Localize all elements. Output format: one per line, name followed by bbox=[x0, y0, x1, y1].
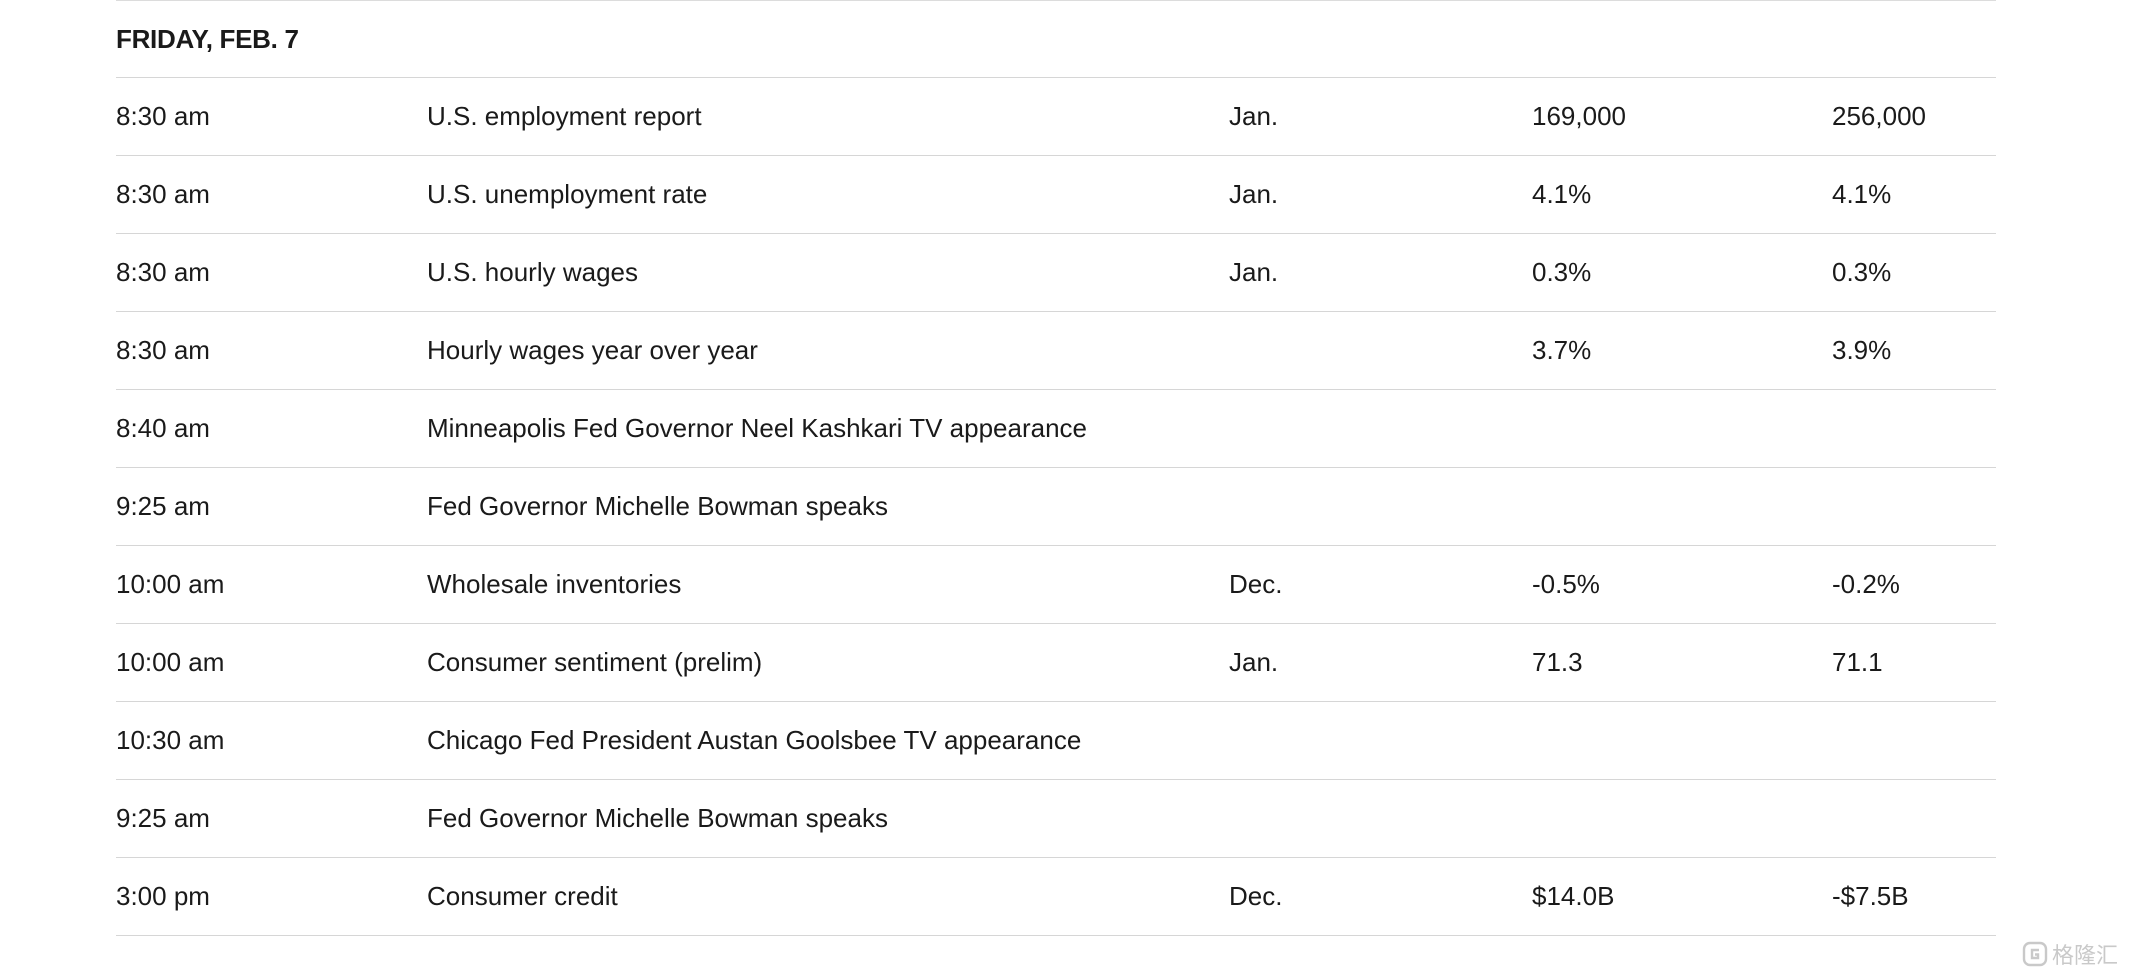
event-time: 8:40 am bbox=[116, 413, 210, 443]
economic-calendar: FRIDAY, FEB. 7 8:30 am U.S. employment re… bbox=[116, 0, 1996, 936]
table-row: 3:00 pm Consumer credit Dec. $14.0B -$7.5B bbox=[116, 858, 1996, 936]
event-report: Fed Governor Michelle Bowman speaks bbox=[427, 491, 888, 521]
event-period: Jan. bbox=[1229, 179, 1279, 209]
event-time: 8:30 am bbox=[116, 335, 210, 365]
event-previous: 0.3% bbox=[1832, 257, 1892, 287]
event-time: 10:00 am bbox=[116, 569, 225, 599]
event-time: 10:30 am bbox=[116, 725, 225, 755]
table-row: 10:30 am Chicago Fed President Austan Goo… bbox=[116, 702, 1996, 780]
event-median-forecast: 0.3% bbox=[1532, 257, 1592, 287]
event-report: U.S. hourly wages bbox=[427, 257, 638, 287]
event-median-forecast: $14.0B bbox=[1532, 881, 1615, 911]
event-time: 9:25 am bbox=[116, 491, 210, 521]
table-row: 10:00 am Consumer sentiment (prelim) Jan. 7… bbox=[116, 624, 1996, 702]
table-row: 8:30 am Hourly wages year over year 3.7% 3.… bbox=[116, 312, 1996, 390]
event-report: U.S. unemployment rate bbox=[427, 179, 708, 209]
event-time: 8:30 am bbox=[116, 179, 210, 209]
event-report: Hourly wages year over year bbox=[427, 335, 758, 365]
table-row: 8:30 am U.S. employment report Jan. 169,000… bbox=[116, 78, 1996, 156]
event-median-forecast: 71.3 bbox=[1532, 647, 1583, 677]
event-time: 3:00 pm bbox=[116, 881, 210, 911]
event-period: Dec. bbox=[1229, 569, 1283, 599]
table-row: 10:00 am Wholesale inventories Dec. -0.5% -0… bbox=[116, 546, 1996, 624]
event-period: Jan. bbox=[1229, 647, 1279, 677]
event-median-forecast: 169,000 bbox=[1532, 101, 1626, 131]
event-time: 9:25 am bbox=[116, 803, 210, 833]
event-period: Dec. bbox=[1229, 881, 1283, 911]
event-median-forecast: -0.5% bbox=[1532, 569, 1600, 599]
table-row: 9:25 am Fed Governor Michelle Bowman spea… bbox=[116, 468, 1996, 546]
event-time: 8:30 am bbox=[116, 257, 210, 287]
event-report: Consumer credit bbox=[427, 881, 618, 911]
event-report: Wholesale inventories bbox=[427, 569, 682, 599]
event-time: 8:30 am bbox=[116, 101, 210, 131]
event-median-forecast: 3.7% bbox=[1532, 335, 1592, 365]
event-report: U.S. employment report bbox=[427, 101, 702, 131]
table-row: 8:30 am U.S. unemployment rate Jan. 4.1% 4.1… bbox=[116, 156, 1996, 234]
gelonghui-logo-icon bbox=[2022, 941, 2048, 967]
day-header: FRIDAY, FEB. 7 bbox=[116, 1, 1996, 78]
event-previous: 256,000 bbox=[1832, 101, 1926, 131]
calendar-rows: 8:30 am U.S. employment report Jan. 169,000… bbox=[116, 78, 1996, 936]
event-report: Consumer sentiment (prelim) bbox=[427, 647, 763, 677]
event-median-forecast: 4.1% bbox=[1532, 179, 1592, 209]
table-row: 8:30 am U.S. hourly wages Jan. 0.3% 0.3% bbox=[116, 234, 1996, 312]
watermark: 格隆汇 bbox=[2022, 938, 2118, 970]
event-time: 10:00 am bbox=[116, 647, 225, 677]
event-report: Chicago Fed President Austan Goolsbee TV… bbox=[427, 725, 1082, 755]
table-row: 8:40 am Minneapolis Fed Governor Neel Kas… bbox=[116, 390, 1996, 468]
event-previous: 4.1% bbox=[1832, 179, 1892, 209]
event-previous: 3.9% bbox=[1832, 335, 1892, 365]
top-divider bbox=[116, 0, 1996, 1]
event-previous: 71.1 bbox=[1832, 647, 1883, 677]
event-report: Minneapolis Fed Governor Neel Kashkari T… bbox=[427, 413, 1087, 443]
table-row: 9:25 am Fed Governor Michelle Bowman spea… bbox=[116, 780, 1996, 858]
event-previous: -$7.5B bbox=[1832, 881, 1909, 911]
event-report: Fed Governor Michelle Bowman speaks bbox=[427, 803, 888, 833]
event-period: Jan. bbox=[1229, 257, 1279, 287]
event-period: Jan. bbox=[1229, 101, 1279, 131]
event-previous: -0.2% bbox=[1832, 569, 1900, 599]
watermark-text: 格隆汇 bbox=[2051, 944, 2118, 969]
